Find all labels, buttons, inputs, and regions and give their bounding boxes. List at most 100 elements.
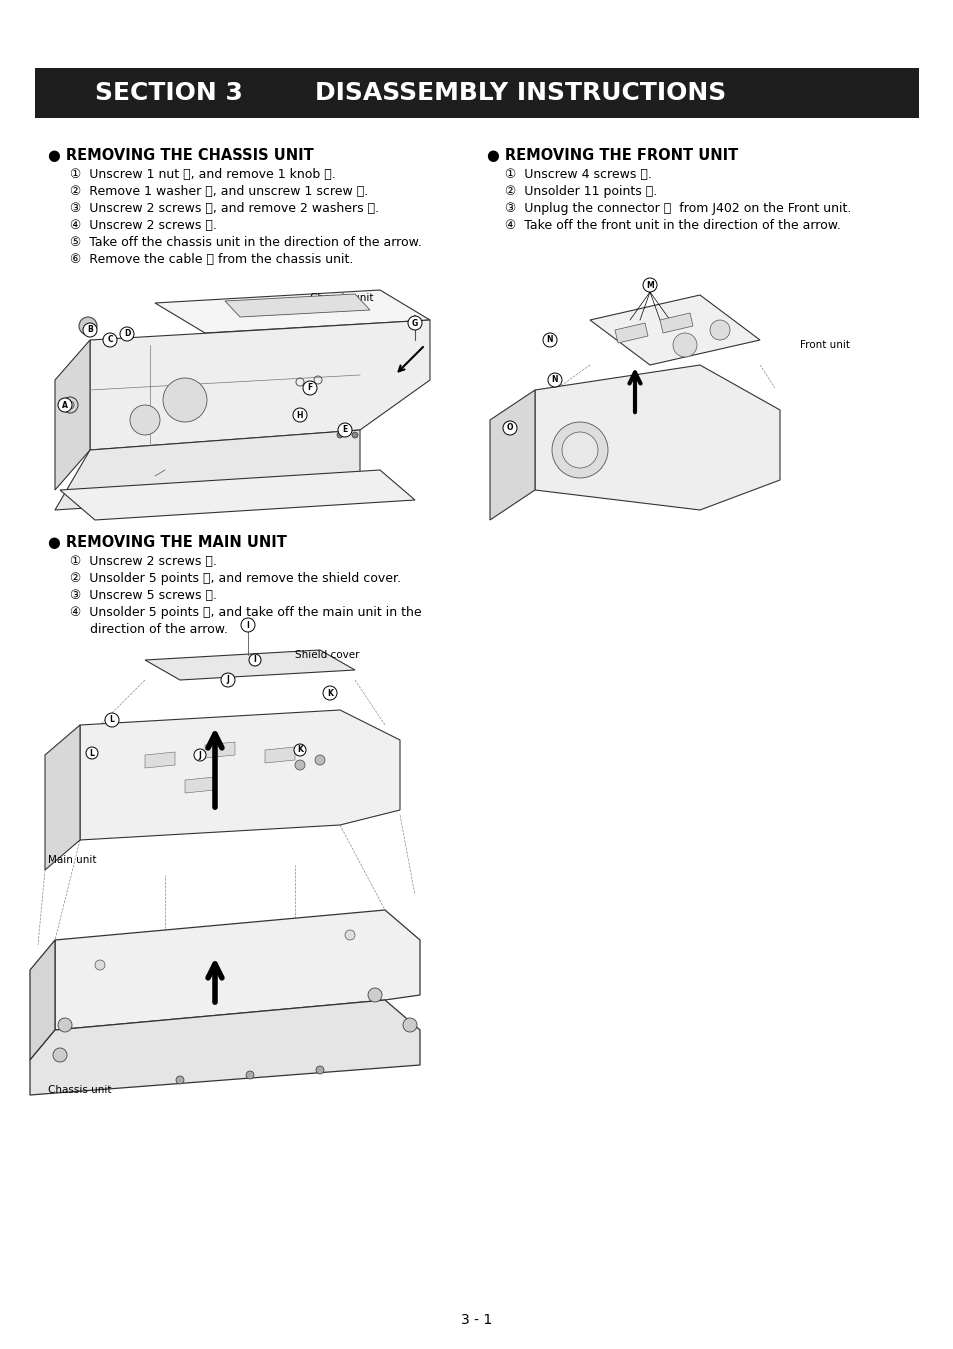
Text: D: D	[124, 329, 130, 339]
Circle shape	[105, 714, 119, 727]
Text: ①  Unscrew 2 screws ⓘ.: ① Unscrew 2 screws ⓘ.	[70, 554, 216, 568]
Text: SECTION 3: SECTION 3	[95, 81, 243, 105]
Text: E: E	[342, 425, 347, 434]
Circle shape	[547, 374, 561, 387]
Circle shape	[303, 380, 316, 395]
Circle shape	[336, 432, 343, 438]
Circle shape	[293, 407, 307, 422]
Circle shape	[672, 333, 697, 357]
Polygon shape	[205, 742, 234, 758]
Polygon shape	[225, 294, 370, 317]
Text: ⑥  Remove the cable Ⓗ from the chassis unit.: ⑥ Remove the cable Ⓗ from the chassis un…	[70, 254, 353, 266]
Text: ④  Take off the front unit in the direction of the arrow.: ④ Take off the front unit in the directi…	[504, 219, 840, 232]
Polygon shape	[659, 313, 692, 333]
Circle shape	[294, 759, 305, 770]
Polygon shape	[412, 316, 417, 322]
Text: C: C	[107, 336, 112, 344]
Circle shape	[408, 316, 421, 331]
Text: Front unit: Front unit	[800, 340, 849, 349]
Text: direction of the arrow.: direction of the arrow.	[70, 623, 228, 635]
Text: Chassis unit: Chassis unit	[310, 293, 374, 304]
Text: ③  Unscrew 2 screws Ⓔ, and remove 2 washers Ⓕ.: ③ Unscrew 2 screws Ⓔ, and remove 2 washe…	[70, 202, 378, 214]
Polygon shape	[55, 430, 359, 510]
Circle shape	[246, 1071, 253, 1079]
Text: Chassis unit: Chassis unit	[48, 1085, 112, 1095]
Polygon shape	[55, 911, 419, 1031]
Text: ● REMOVING THE FRONT UNIT: ● REMOVING THE FRONT UNIT	[486, 148, 738, 163]
Polygon shape	[145, 751, 174, 768]
Circle shape	[193, 749, 206, 761]
Circle shape	[120, 326, 133, 341]
Circle shape	[315, 1066, 324, 1074]
Circle shape	[79, 317, 97, 335]
Circle shape	[552, 422, 607, 478]
Circle shape	[58, 398, 71, 411]
Circle shape	[314, 755, 325, 765]
Polygon shape	[185, 777, 214, 793]
Text: DISASSEMBLY INSTRUCTIONS: DISASSEMBLY INSTRUCTIONS	[314, 81, 725, 105]
Circle shape	[175, 1077, 184, 1085]
Text: 3 - 1: 3 - 1	[461, 1313, 492, 1327]
Text: ③  Unscrew 5 screws ⓚ.: ③ Unscrew 5 screws ⓚ.	[70, 590, 216, 602]
Circle shape	[561, 432, 598, 468]
Text: A: A	[62, 401, 68, 410]
FancyBboxPatch shape	[35, 67, 918, 117]
Text: ②  Remove 1 washer Ⓒ, and unscrew 1 screw Ⓓ.: ② Remove 1 washer Ⓒ, and unscrew 1 screw…	[70, 185, 368, 198]
Text: K: K	[296, 746, 303, 754]
Circle shape	[86, 747, 98, 759]
Polygon shape	[55, 340, 90, 490]
Polygon shape	[45, 724, 80, 870]
Text: ②  Unsolder 5 points ⓙ, and remove the shield cover.: ② Unsolder 5 points ⓙ, and remove the sh…	[70, 572, 400, 585]
Text: ④  Unsolder 5 points ⓛ, and take off the main unit in the: ④ Unsolder 5 points ⓛ, and take off the …	[70, 606, 421, 619]
Text: L: L	[110, 715, 114, 724]
Polygon shape	[30, 1000, 419, 1095]
Circle shape	[337, 424, 352, 437]
Text: Shield cover: Shield cover	[294, 650, 359, 660]
Text: ⑤  Take off the chassis unit in the direction of the arrow.: ⑤ Take off the chassis unit in the direc…	[70, 236, 421, 250]
Circle shape	[502, 421, 517, 434]
Text: I: I	[246, 621, 249, 630]
Text: ②  Unsolder 11 points Ⓝ.: ② Unsolder 11 points Ⓝ.	[504, 185, 657, 198]
Circle shape	[241, 618, 254, 631]
Circle shape	[709, 320, 729, 340]
Polygon shape	[30, 940, 55, 1060]
Text: ①  Unscrew 4 screws Ⓜ.: ① Unscrew 4 screws Ⓜ.	[504, 169, 651, 181]
Polygon shape	[60, 469, 415, 519]
Circle shape	[163, 378, 207, 422]
Circle shape	[103, 333, 117, 347]
Circle shape	[83, 322, 97, 337]
Text: J: J	[226, 676, 230, 684]
Text: G: G	[412, 318, 417, 328]
Text: H: H	[296, 410, 303, 420]
Polygon shape	[490, 390, 535, 519]
Polygon shape	[80, 710, 399, 840]
Text: ③  Unplug the connector Ⓞ  from J402 on the Front unit.: ③ Unplug the connector Ⓞ from J402 on th…	[504, 202, 850, 214]
Circle shape	[130, 405, 160, 434]
Text: K: K	[327, 688, 333, 697]
Circle shape	[221, 673, 234, 687]
Text: N: N	[546, 336, 553, 344]
Circle shape	[368, 987, 381, 1002]
Circle shape	[249, 654, 261, 666]
Text: ● REMOVING THE MAIN UNIT: ● REMOVING THE MAIN UNIT	[48, 536, 287, 550]
Polygon shape	[145, 650, 355, 680]
Circle shape	[642, 278, 657, 291]
Circle shape	[53, 1048, 67, 1062]
Circle shape	[58, 1018, 71, 1032]
Polygon shape	[589, 295, 760, 366]
Circle shape	[95, 960, 105, 970]
Circle shape	[323, 687, 336, 700]
Polygon shape	[535, 366, 780, 510]
Text: Main unit: Main unit	[48, 855, 96, 865]
Text: ● REMOVING THE CHASSIS UNIT: ● REMOVING THE CHASSIS UNIT	[48, 148, 314, 163]
Text: M: M	[645, 281, 653, 290]
Circle shape	[352, 432, 357, 438]
Text: B: B	[87, 325, 92, 335]
Polygon shape	[90, 320, 430, 451]
Text: ①  Unscrew 1 nut Ⓐ, and remove 1 knob Ⓑ.: ① Unscrew 1 nut Ⓐ, and remove 1 knob Ⓑ.	[70, 169, 335, 181]
Text: N: N	[551, 375, 558, 384]
Polygon shape	[265, 747, 294, 764]
Text: I: I	[253, 656, 256, 665]
Circle shape	[345, 929, 355, 940]
Text: J: J	[198, 750, 201, 759]
